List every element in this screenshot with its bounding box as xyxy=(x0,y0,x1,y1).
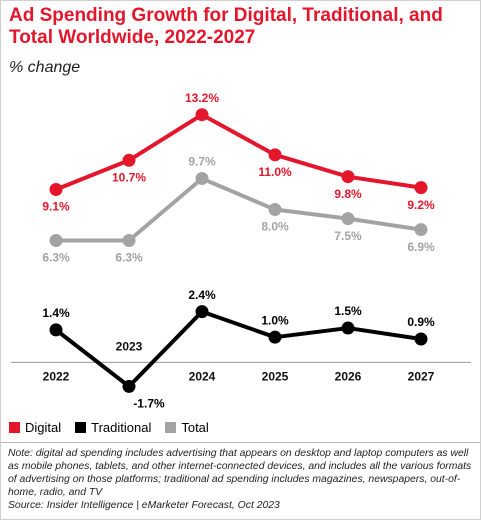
legend: Digital Traditional Total xyxy=(9,420,209,435)
point xyxy=(268,330,282,344)
value-label: 7.5% xyxy=(334,229,362,243)
point xyxy=(341,212,355,226)
value-label: 1.4% xyxy=(42,306,70,320)
point xyxy=(195,172,209,186)
legend-item: Traditional xyxy=(75,420,151,435)
source: Source: Insider Intelligence | eMarketer… xyxy=(8,500,280,511)
point xyxy=(341,170,355,184)
value-label: 6.3% xyxy=(115,251,143,265)
point xyxy=(414,223,428,237)
x-tick-label: 2022 xyxy=(43,370,70,384)
legend-label: Digital xyxy=(25,420,62,435)
chart: 9.1% 10.7% 13.2% 11.0% 9.8% 9.2% 1.4% -1.7% 2.4%… xyxy=(11,91,471,411)
point xyxy=(268,148,282,162)
point xyxy=(122,379,136,393)
chart-title: Ad Spending Growth for Digital, Traditio… xyxy=(9,5,443,48)
series-line xyxy=(55,112,422,192)
point xyxy=(414,181,428,195)
value-label: 6.3% xyxy=(42,251,70,265)
point xyxy=(49,323,63,337)
x-tick-label: 2023 xyxy=(116,340,143,354)
point xyxy=(49,234,63,248)
point xyxy=(49,182,63,196)
value-label: 9.8% xyxy=(334,187,362,201)
value-label: 9.1% xyxy=(42,200,70,214)
value-label: 9.7% xyxy=(188,155,216,169)
point xyxy=(195,108,209,122)
series-line xyxy=(56,176,422,243)
point xyxy=(341,321,355,335)
value-label: 10.7% xyxy=(112,170,146,184)
point xyxy=(122,234,136,248)
series-line xyxy=(54,309,422,389)
chart-subtitle: % change xyxy=(9,59,81,76)
x-tick-label: 2027 xyxy=(408,370,435,384)
value-label: 9.2% xyxy=(407,198,435,212)
value-label: 1.5% xyxy=(334,304,362,318)
legend-swatch xyxy=(75,422,87,433)
value-label: 1.0% xyxy=(261,313,289,327)
legend-label: Traditional xyxy=(91,420,152,435)
point xyxy=(268,203,282,217)
point xyxy=(122,153,136,167)
legend-swatch xyxy=(9,422,20,433)
value-label: 2.4% xyxy=(188,288,216,302)
value-label: 8.0% xyxy=(261,220,289,234)
point xyxy=(195,305,209,319)
value-label: 13.2% xyxy=(185,91,219,105)
value-label: 0.9% xyxy=(407,315,435,329)
x-tick-label: 2024 xyxy=(189,370,216,384)
x-tick-label: 2026 xyxy=(335,370,362,384)
legend-item: Total xyxy=(165,420,209,435)
value-label: 11.0% xyxy=(258,165,292,179)
legend-label: Total xyxy=(181,420,209,435)
legend-item: Digital xyxy=(9,420,61,435)
note: Note: digital ad spending includes adver… xyxy=(8,448,472,498)
x-tick-label: 2025 xyxy=(262,370,289,384)
footnote: Note: digital ad spending includes adver… xyxy=(1,442,480,512)
value-label: 6.9% xyxy=(407,240,435,254)
point xyxy=(414,332,428,346)
legend-swatch xyxy=(165,422,177,433)
value-label: -1.7% xyxy=(133,397,165,411)
